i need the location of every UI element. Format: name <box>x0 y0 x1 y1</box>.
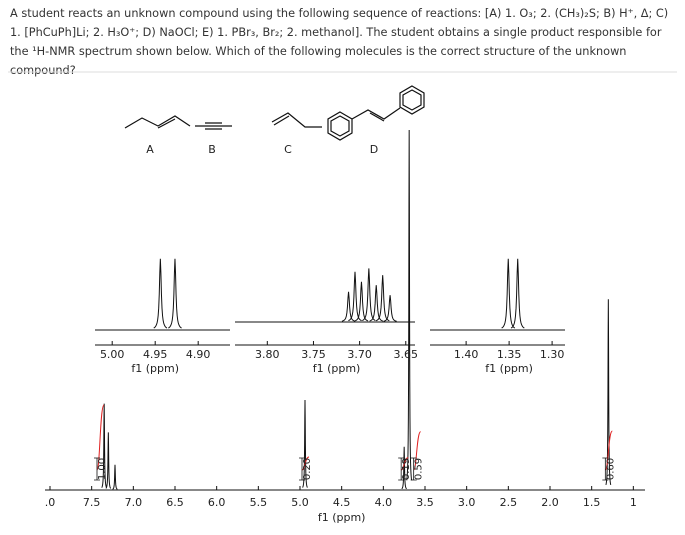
x-tick-label: 1.35 <box>497 348 522 361</box>
peak <box>501 258 516 329</box>
x-tick-label: 4.90 <box>186 348 211 361</box>
x-tick-label: 3.5 <box>416 496 434 509</box>
x-tick-label: 3.70 <box>347 348 372 361</box>
peak <box>406 129 413 481</box>
integral-curve <box>301 456 310 471</box>
molecule-label: A <box>146 143 154 156</box>
peak <box>341 291 356 322</box>
x-tick-label: 5.0 <box>291 496 309 509</box>
x-axis-label: f1 (ppm) <box>131 362 179 375</box>
peak <box>105 432 112 489</box>
integral-label: 0.60 <box>605 458 616 480</box>
peak <box>362 268 376 321</box>
x-tick-label: 4.0 <box>375 496 393 509</box>
integral-label: 1.00 <box>97 458 108 480</box>
integral-label: 0.20 <box>302 458 313 480</box>
x-tick-label: 3.80 <box>255 348 280 361</box>
x-tick-label: 3.75 <box>301 348 326 361</box>
x-tick-label: 5.00 <box>100 348 125 361</box>
integral-curve <box>604 430 613 471</box>
peak <box>354 281 369 322</box>
x-tick-label: 4.95 <box>143 348 168 361</box>
peak <box>401 446 407 490</box>
x-tick-label: 1.5 <box>583 496 601 509</box>
x-tick-label: 1 <box>630 496 637 509</box>
peak <box>605 299 612 485</box>
x-tick-label: .0 <box>45 496 56 509</box>
integral-label: 0.19 <box>401 458 412 480</box>
x-tick-label: 7.0 <box>125 496 143 509</box>
molecule-drawings <box>124 85 425 141</box>
molecule-label: C <box>284 143 292 156</box>
peak <box>348 271 362 322</box>
x-tick-label: 3.65 <box>394 348 419 361</box>
x-tick-label: 6.5 <box>166 496 184 509</box>
peak <box>168 258 182 329</box>
peak <box>369 285 383 322</box>
integral-bracket <box>299 457 305 481</box>
x-tick-label: 4.5 <box>333 496 351 509</box>
integral-bracket <box>602 457 609 481</box>
molecule-label: D <box>370 143 378 156</box>
molecule-label: B <box>208 143 216 156</box>
integral-curve <box>413 431 422 471</box>
x-tick-label: 2.5 <box>500 496 518 509</box>
integral-bracket <box>398 457 405 481</box>
integral-curve <box>96 404 105 471</box>
peak <box>101 403 108 488</box>
peak <box>302 399 308 488</box>
x-axis-label: f1 (ppm) <box>485 362 533 375</box>
peak <box>510 258 525 329</box>
integral-bracket <box>94 457 100 481</box>
question-text: A student reacts an unknown compound usi… <box>10 7 669 77</box>
integral-label: 0.59 <box>414 458 425 480</box>
peak <box>153 258 168 329</box>
x-axis-label: f1 (ppm) <box>318 511 366 524</box>
x-tick-label: 7.5 <box>83 496 101 509</box>
integral-curve <box>400 457 409 471</box>
x-tick-label: 2.0 <box>541 496 559 509</box>
x-tick-label: 3.0 <box>458 496 476 509</box>
integral-bracket <box>410 457 417 481</box>
x-tick-label: 5.5 <box>250 496 268 509</box>
x-tick-label: 1.30 <box>540 348 565 361</box>
peak <box>383 295 397 322</box>
x-tick-label: 1.40 <box>454 348 479 361</box>
x-tick-label: 6.0 <box>208 496 226 509</box>
peak <box>112 464 118 490</box>
x-axis-label: f1 (ppm) <box>313 362 361 375</box>
